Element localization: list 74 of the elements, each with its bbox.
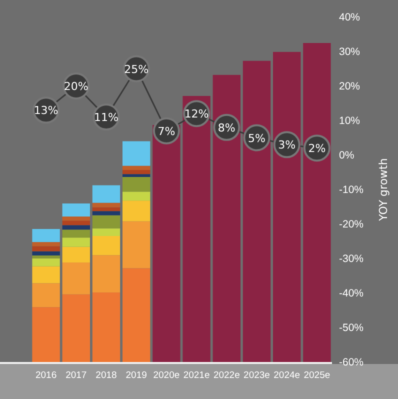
x-tick-label: 2024e <box>274 370 300 381</box>
bar <box>212 74 240 362</box>
x-tick-label: 2017 <box>66 370 87 381</box>
bar <box>32 266 60 284</box>
y-tick-label: -30% <box>339 252 364 265</box>
bar <box>92 236 120 256</box>
bar <box>32 251 60 256</box>
bar <box>32 258 60 266</box>
bar <box>62 203 90 217</box>
x-tick-label: 2023e <box>244 370 270 381</box>
bar <box>62 230 90 238</box>
data-label: 7% <box>158 124 176 138</box>
bar <box>273 52 301 362</box>
bar <box>62 246 90 262</box>
bar <box>122 166 150 170</box>
y-tick-label: 30% <box>339 46 360 58</box>
bar <box>303 43 331 362</box>
data-label: 20% <box>64 80 88 93</box>
data-label: 12% <box>184 108 209 121</box>
data-label: 3% <box>278 138 296 152</box>
bar <box>32 283 60 308</box>
bar <box>92 215 120 228</box>
x-tick-label: 2016 <box>35 370 57 381</box>
data-label: 25% <box>124 62 149 76</box>
y-tick-label: -40% <box>339 287 364 300</box>
bar <box>122 200 150 222</box>
bar <box>62 294 90 362</box>
y-tick-label: -10% <box>339 184 364 196</box>
bar <box>122 141 150 166</box>
x-tick-label: 2025e <box>304 370 330 381</box>
bar <box>92 202 120 208</box>
bar <box>122 221 150 268</box>
bar <box>182 96 210 362</box>
bar <box>122 170 150 174</box>
data-label: 13% <box>34 104 58 118</box>
bar <box>122 268 150 362</box>
y-tick-label: 20% <box>339 80 360 92</box>
bar <box>32 246 60 252</box>
x-tick-label: 2021e <box>183 370 210 381</box>
bar <box>62 225 90 230</box>
bar <box>32 255 60 258</box>
data-label: 5% <box>248 132 266 145</box>
bar <box>62 220 90 226</box>
bar <box>62 216 90 221</box>
bar <box>122 192 150 201</box>
data-label: 8% <box>218 121 236 134</box>
y-axis-title: YOY growth <box>377 158 390 222</box>
bar <box>92 255 120 292</box>
bar <box>32 242 60 246</box>
bar <box>92 292 120 362</box>
bar <box>92 211 120 216</box>
data-label: 2% <box>308 142 326 156</box>
y-tick-label: 0% <box>339 149 354 162</box>
bar <box>122 176 150 192</box>
y-tick-label: 40% <box>339 11 360 24</box>
bar <box>122 174 150 177</box>
bar <box>62 262 90 294</box>
bar <box>152 124 180 362</box>
bar <box>62 238 90 247</box>
y-tick-label: 10% <box>339 114 360 127</box>
bar <box>32 307 60 362</box>
y-tick-label: -20% <box>339 218 364 230</box>
x-tick-label: 2018 <box>96 370 117 381</box>
bar <box>92 207 120 212</box>
y-tick-label: -60% <box>339 356 364 368</box>
bar <box>242 60 271 362</box>
y-tick-label: -50% <box>339 322 364 334</box>
data-label: 11% <box>94 111 118 124</box>
bar <box>92 228 120 236</box>
x-tick-label: 2019 <box>126 370 147 381</box>
bar <box>92 185 120 203</box>
x-tick-label: 2022e <box>213 370 240 381</box>
bar <box>32 228 60 242</box>
x-tick-label: 2020e <box>153 370 180 381</box>
